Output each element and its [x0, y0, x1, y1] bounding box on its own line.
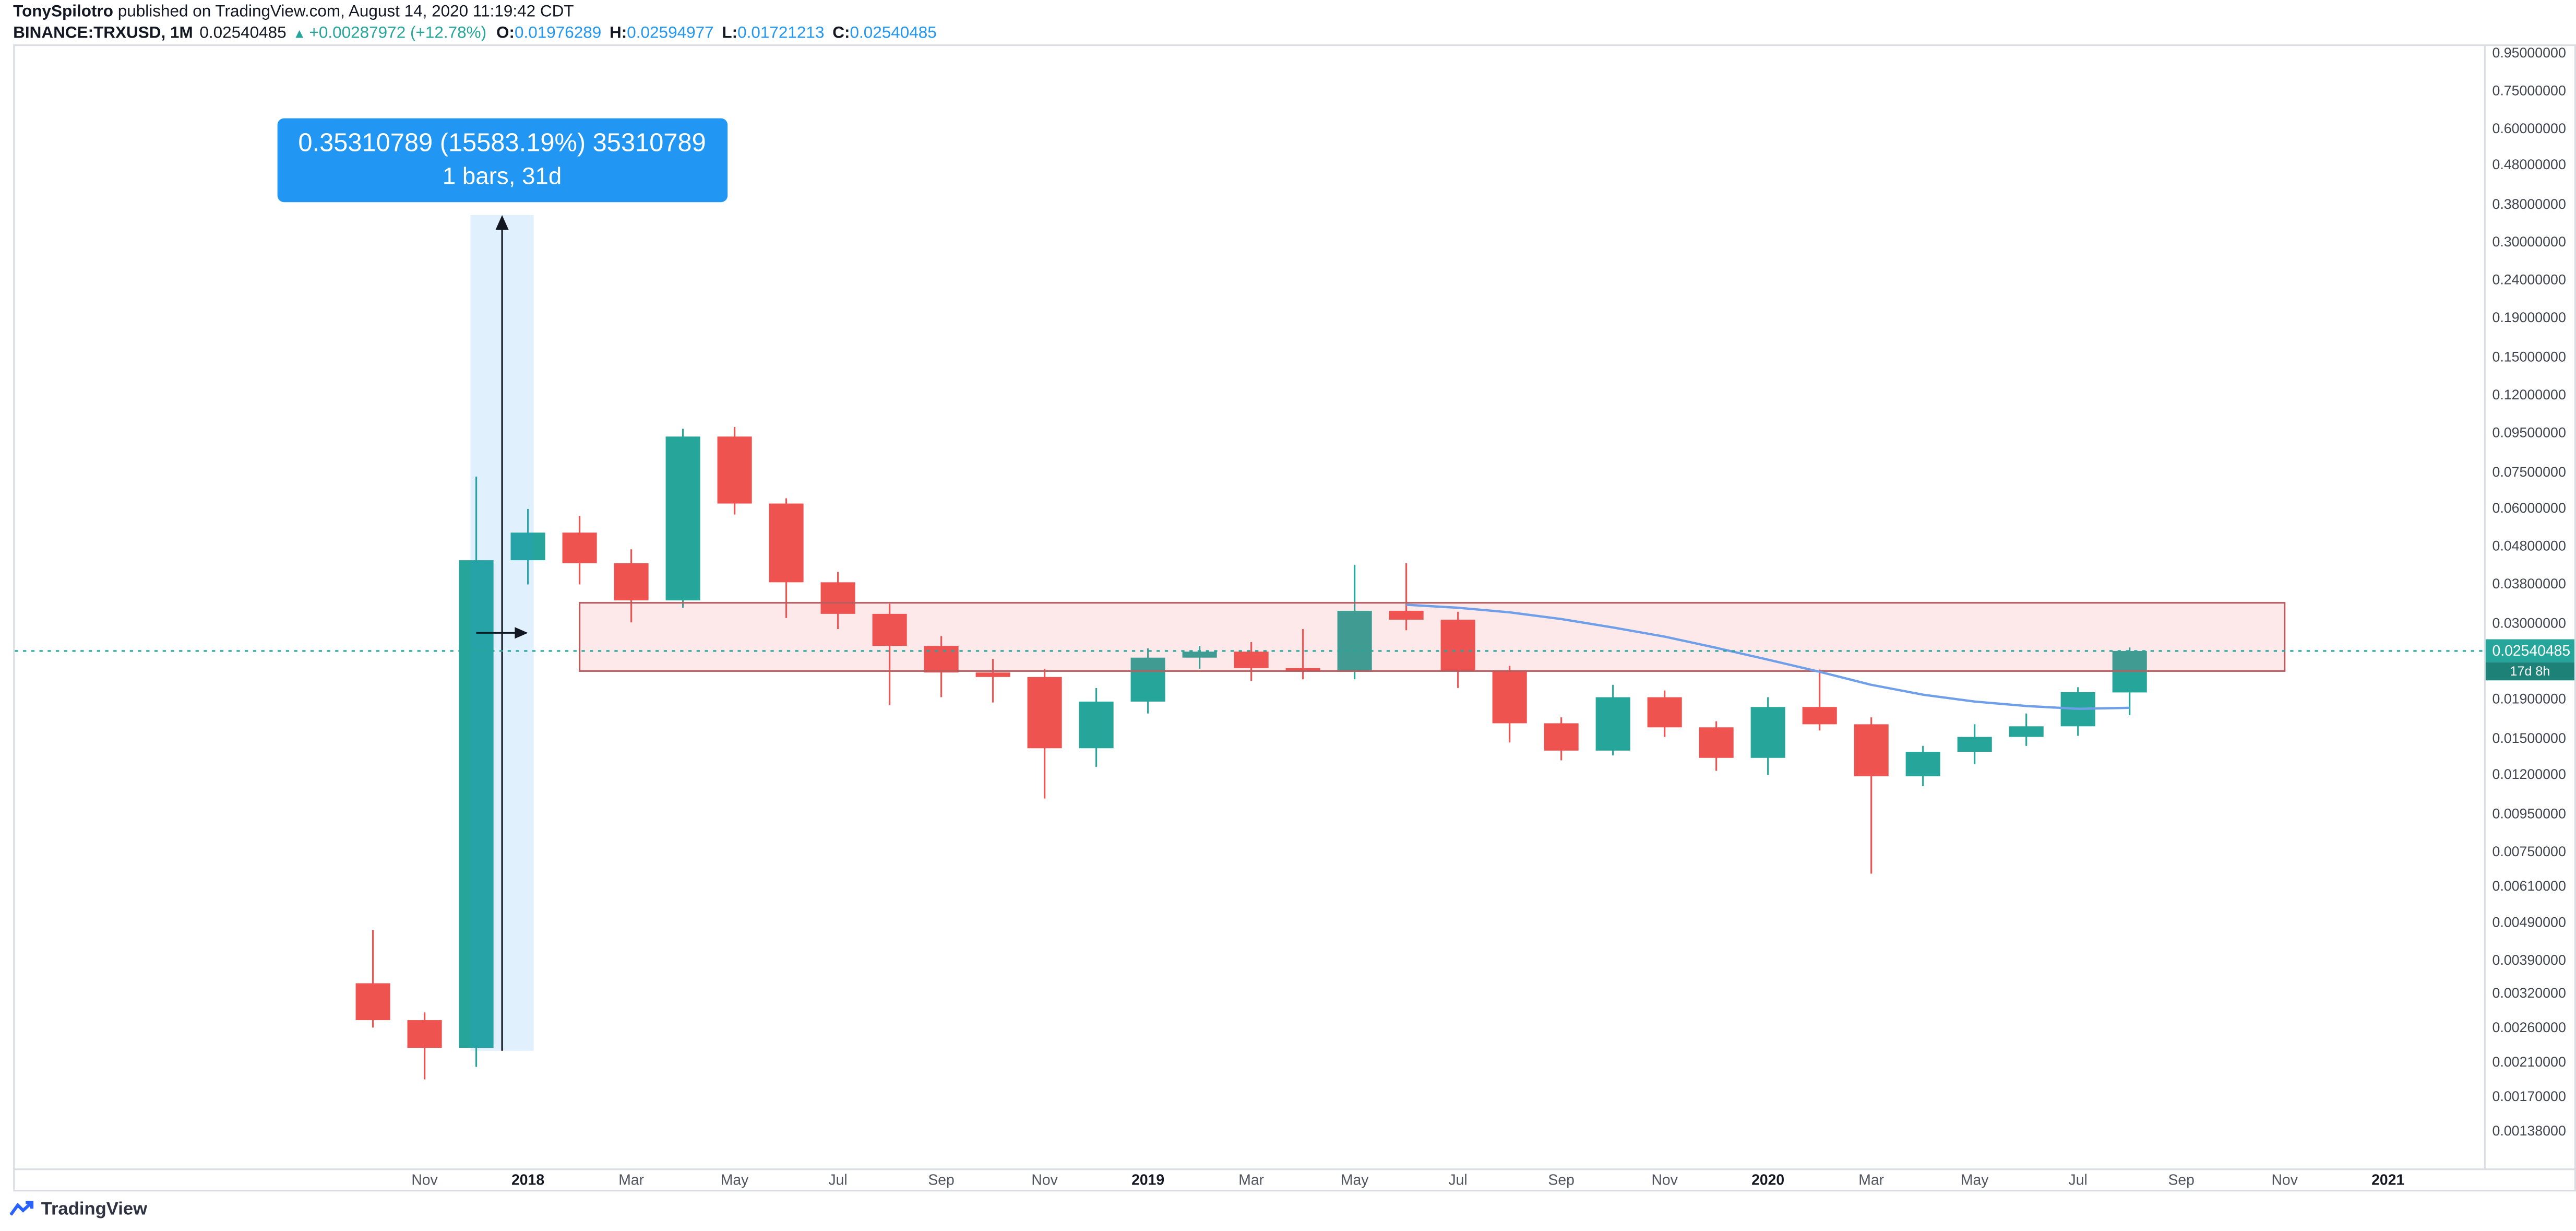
price-axis-label: 0.00490000 — [2492, 914, 2566, 930]
time-axis-month-label: Nov — [2271, 1171, 2298, 1188]
time-axis-month-label: May — [720, 1171, 749, 1188]
time-axis[interactable]: Nov 2018 Mar May Jul Sep Nov 2019 Mar May Jul Sep No… — [15, 1168, 2574, 1193]
time-axis-month-label: Sep — [2168, 1171, 2195, 1188]
time-axis-month-label: Nov — [1031, 1171, 1058, 1188]
measure-tooltip-line1: 0.35310789 (15583.19%) 35310789 — [298, 129, 706, 158]
chart-plot-area[interactable]: 0.35310789 (15583.19%) 35310789 1 bars, … — [15, 46, 2486, 1169]
time-axis-month-label: Mar — [1858, 1171, 1885, 1188]
chart-frame: 0.35310789 (15583.19%) 35310789 1 bars, … — [13, 43, 2576, 1193]
legend-price-change: +0.00287972 (+12.78%) — [309, 23, 487, 42]
price-axis-label: 0.09500000 — [2492, 424, 2566, 441]
symbol-ohlc-legend: BINANCE:TRXUSD, 1M 0.02540485 ▲ +0.00287972… — [13, 24, 945, 42]
price-axis-label: 0.00210000 — [2492, 1054, 2566, 1071]
close-value: 0.02540485 — [850, 23, 937, 42]
low-label: L: — [722, 23, 738, 42]
publish-byline: TonySpilotro published on TradingView.co… — [13, 3, 574, 21]
price-axis-label: 0.95000000 — [2492, 43, 2566, 60]
bar-countdown-label: 17d 8h — [2485, 662, 2574, 681]
price-axis-label: 0.06000000 — [2492, 500, 2566, 517]
high-label: H: — [610, 23, 627, 42]
price-axis-label: 0.38000000 — [2492, 195, 2566, 211]
close-label: C: — [832, 23, 850, 42]
legend-last-price: 0.02540485 — [199, 23, 287, 42]
price-axis-label: 0.00950000 — [2492, 804, 2566, 821]
high-value: 0.02594977 — [627, 23, 714, 42]
price-axis-label: 0.19000000 — [2492, 309, 2566, 326]
time-axis-month-label: Mar — [618, 1171, 645, 1188]
price-axis-label: 0.60000000 — [2492, 119, 2566, 136]
time-axis-month-label: Jul — [2068, 1171, 2088, 1188]
price-axis-label: 0.00320000 — [2492, 984, 2566, 1001]
price-axis-label: 0.07500000 — [2492, 463, 2566, 480]
price-axis-label: 0.04800000 — [2492, 537, 2566, 553]
price-axis[interactable]: 0.02540485 17d 8h 0.95000000 0.75000000 0.… — [2485, 43, 2574, 1168]
price-axis-label: 0.00610000 — [2492, 878, 2566, 894]
price-axis-label: 0.03000000 — [2492, 614, 2566, 631]
price-axis-label: 0.01200000 — [2492, 765, 2566, 783]
price-axis-label: 0.24000000 — [2492, 270, 2566, 288]
low-value: 0.01721213 — [737, 23, 825, 42]
price-axis-label: 0.48000000 — [2492, 156, 2566, 173]
time-axis-month-label: Sep — [1548, 1171, 1575, 1188]
time-axis-year-label: 2021 — [2371, 1171, 2405, 1188]
time-axis-year-label: 2018 — [511, 1171, 545, 1188]
time-axis-month-label: Nov — [1651, 1171, 1678, 1188]
publish-timestamp: published on TradingView.com, August 14,… — [113, 3, 574, 21]
price-axis-label: 0.01900000 — [2492, 690, 2566, 706]
open-value: 0.01976289 — [514, 23, 602, 42]
price-axis-label: 0.75000000 — [2492, 82, 2566, 99]
time-axis-month-label: Jul — [1448, 1171, 1468, 1188]
tradingview-wordmark[interactable]: TradingView — [41, 1200, 148, 1220]
time-axis-month-label: Sep — [928, 1171, 955, 1188]
price-axis-label: 0.03800000 — [2492, 575, 2566, 592]
measure-tooltip[interactable]: 0.35310789 (15583.19%) 35310789 1 bars, … — [277, 118, 728, 203]
price-axis-label: 0.15000000 — [2492, 348, 2566, 365]
up-triangle-icon: ▲ — [293, 25, 306, 41]
price-axis-label: 0.00750000 — [2492, 843, 2566, 860]
price-axis-label: 0.00138000 — [2492, 1123, 2566, 1140]
time-axis-month-label: Jul — [828, 1171, 848, 1188]
symbol-title: BINANCE:TRXUSD, 1M — [13, 23, 193, 42]
time-axis-year-label: 2019 — [1131, 1171, 1165, 1188]
price-axis-label: 0.30000000 — [2492, 234, 2566, 251]
price-axis-label: 0.00390000 — [2492, 951, 2566, 968]
time-axis-month-label: Mar — [1238, 1171, 1265, 1188]
measure-tooltip-line2: 1 bars, 31d — [442, 164, 562, 191]
price-axis-label: 0.00170000 — [2492, 1088, 2566, 1105]
tradingview-logo[interactable] — [9, 1200, 34, 1220]
price-axis-label: 0.00260000 — [2492, 1018, 2566, 1035]
candlestick-svg — [15, 215, 2484, 1080]
price-axis-label: 0.12000000 — [2492, 385, 2566, 402]
publisher-name: TonySpilotro — [13, 3, 113, 21]
footer-brand-row: TradingView — [9, 1200, 148, 1220]
time-axis-year-label: 2020 — [1751, 1171, 1785, 1188]
time-axis-month-label: May — [1340, 1171, 1369, 1188]
open-label: O: — [496, 23, 515, 42]
last-price-label: 0.02540485 — [2485, 639, 2574, 662]
time-axis-month-label: May — [1960, 1171, 1989, 1188]
time-axis-month-label: Nov — [411, 1171, 438, 1188]
price-axis-label: 0.01500000 — [2492, 729, 2566, 745]
